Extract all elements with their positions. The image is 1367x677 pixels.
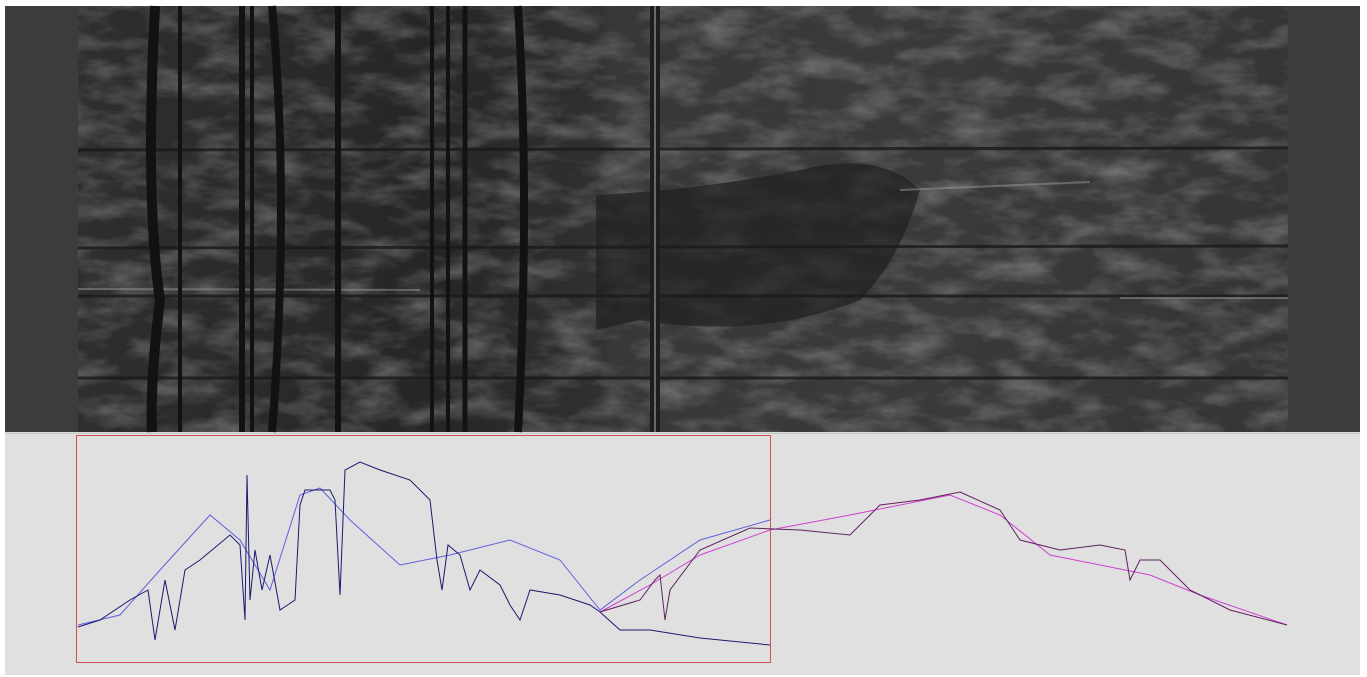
profile-curve: [599, 491, 1288, 626]
selection-box: [76, 435, 771, 663]
profile-curve: [77, 487, 771, 626]
photo: [77, 5, 1289, 433]
profile-panel: [5, 433, 1360, 675]
profile-curve: [77, 461, 771, 646]
profile-curve: [599, 494, 1288, 626]
